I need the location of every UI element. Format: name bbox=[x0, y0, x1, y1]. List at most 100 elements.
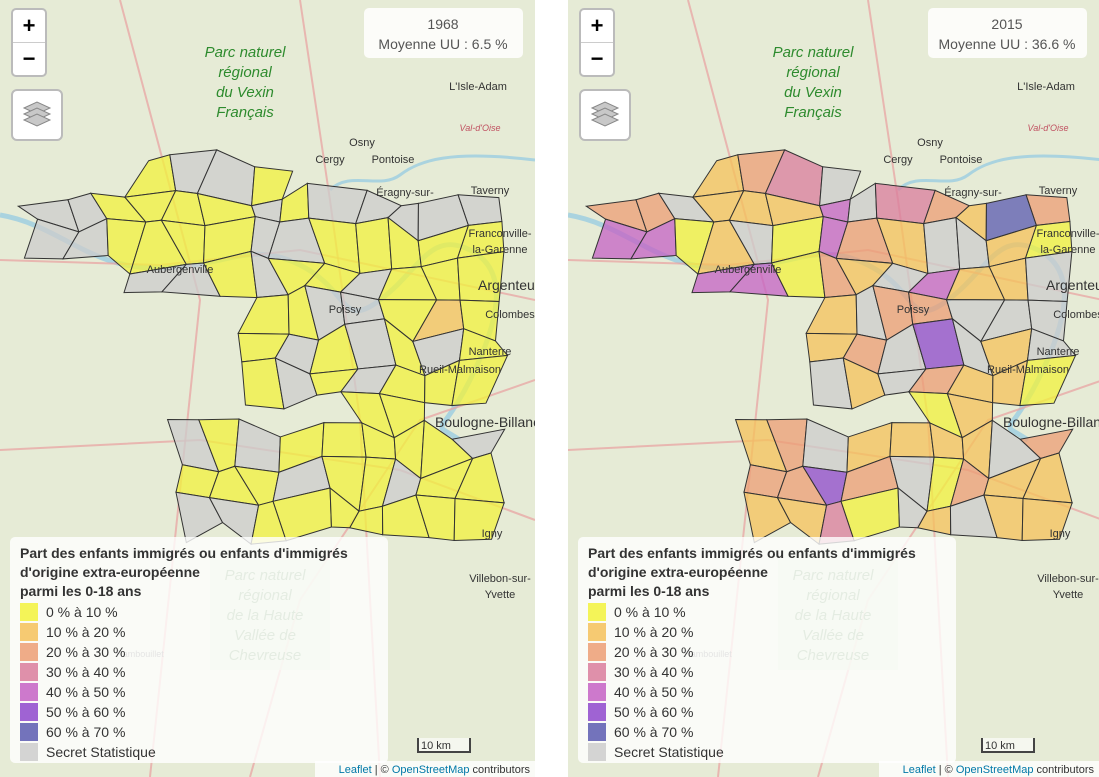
legend-swatch bbox=[588, 603, 606, 621]
place-label: Argenteuil bbox=[1046, 277, 1099, 293]
place-label: Franconville- bbox=[469, 228, 532, 240]
legend-label: 50 % à 60 % bbox=[614, 704, 693, 720]
place-label: Cergy bbox=[315, 154, 345, 166]
legend-swatch bbox=[20, 603, 38, 621]
legend-label: 0 % à 10 % bbox=[614, 604, 686, 620]
attribution: Leaflet | © OpenStreetMap contributors bbox=[903, 764, 1095, 776]
scale-label: 10 km bbox=[421, 740, 451, 752]
legend-label: 40 % à 50 % bbox=[46, 684, 125, 700]
place-label: du Vexin bbox=[784, 84, 842, 101]
map-panel: Parc naturel régional du Vexin Français L'Is… bbox=[568, 0, 1099, 777]
place-label: Rueil-Malmaison bbox=[987, 364, 1069, 376]
legend-swatch bbox=[20, 623, 38, 641]
commune bbox=[1021, 497, 1073, 542]
legend-title: d'origine extra-européenne bbox=[20, 564, 200, 580]
place-label: Pontoise bbox=[940, 154, 983, 166]
commune bbox=[889, 422, 935, 458]
legend-label: 30 % à 40 % bbox=[46, 664, 125, 680]
legend-label: 50 % à 60 % bbox=[46, 704, 125, 720]
zoom-out[interactable]: − bbox=[23, 46, 36, 71]
place-label: Osny bbox=[917, 137, 943, 149]
commune bbox=[923, 217, 961, 275]
place-label: Yvette bbox=[1053, 589, 1084, 601]
place-label: Aubergenville bbox=[147, 264, 214, 276]
commune bbox=[355, 217, 393, 275]
legend-box bbox=[10, 537, 388, 763]
place-label: Pontoise bbox=[372, 154, 415, 166]
legend-label: 0 % à 10 % bbox=[46, 604, 118, 620]
legend-label: 40 % à 50 % bbox=[614, 684, 693, 700]
legend-swatch bbox=[20, 743, 38, 761]
layers-icon bbox=[590, 113, 620, 127]
legend-swatch bbox=[588, 643, 606, 661]
legend-swatch bbox=[588, 663, 606, 681]
legend-label: 30 % à 40 % bbox=[614, 664, 693, 680]
commune bbox=[321, 422, 367, 458]
place-label: Val-d'Oise bbox=[460, 123, 501, 133]
map: Parc naturel régional du Vexin Français L'Is… bbox=[568, 0, 1099, 777]
map-panel: Parc naturel régional du Vexin Français L'Is… bbox=[0, 0, 535, 777]
place-label: L'Isle-Adam bbox=[449, 81, 507, 93]
attribution-part: contributors bbox=[1033, 764, 1094, 776]
legend-label: 20 % à 30 % bbox=[46, 644, 125, 660]
legend-title: parmi les 0-18 ans bbox=[20, 583, 142, 599]
legend-swatch bbox=[20, 723, 38, 741]
place-label: Poissy bbox=[329, 304, 362, 316]
place-label: Français bbox=[784, 104, 842, 121]
layers-icon bbox=[22, 113, 52, 127]
attribution: Leaflet | © OpenStreetMap contributors bbox=[339, 764, 531, 776]
river bbox=[328, 154, 535, 192]
place-label: Taverny bbox=[471, 185, 510, 197]
attribution-box bbox=[879, 761, 1099, 777]
legend-label: 60 % à 70 % bbox=[46, 724, 125, 740]
legend-swatch bbox=[20, 663, 38, 681]
place-label: Nanterre bbox=[1037, 346, 1080, 358]
place-label: Igny bbox=[1050, 528, 1071, 540]
attribution-part[interactable]: Leaflet bbox=[339, 764, 372, 776]
legend-label: 20 % à 30 % bbox=[614, 644, 693, 660]
legend-title: Part des enfants immigrés ou enfants d'i… bbox=[20, 545, 348, 561]
zoom-in[interactable]: + bbox=[591, 13, 604, 38]
place-label: Colombes bbox=[1053, 309, 1099, 321]
legend-swatch bbox=[588, 743, 606, 761]
place-label: Poissy bbox=[897, 304, 930, 316]
place-label: Boulogne-Billancourt bbox=[1003, 414, 1099, 430]
zoom-out[interactable]: − bbox=[591, 46, 604, 71]
legend-title: Part des enfants immigrés ou enfants d'i… bbox=[588, 545, 916, 561]
info-subtitle: Moyenne UU : 36.6 % bbox=[939, 36, 1076, 52]
legend-swatch bbox=[20, 683, 38, 701]
legend-swatch bbox=[588, 683, 606, 701]
commune bbox=[451, 354, 509, 407]
place-label: Taverny bbox=[1039, 185, 1078, 197]
map: Parc naturel régional du Vexin Français L'Is… bbox=[0, 0, 535, 777]
place-label: Villebon-sur- bbox=[469, 573, 531, 585]
commune bbox=[453, 497, 505, 542]
info-title: 1968 bbox=[427, 16, 458, 32]
attribution-part[interactable]: Leaflet bbox=[903, 764, 936, 776]
legend-label: Secret Statistique bbox=[46, 744, 156, 760]
place-label: Val-d'Oise bbox=[1028, 123, 1069, 133]
zoom-in[interactable]: + bbox=[23, 13, 36, 38]
place-label: la-Garenne bbox=[472, 244, 527, 256]
info-box bbox=[364, 8, 523, 58]
legend-label: 10 % à 20 % bbox=[46, 624, 125, 640]
attribution-part[interactable]: OpenStreetMap bbox=[956, 764, 1034, 776]
legend-swatch bbox=[20, 703, 38, 721]
place-label: la-Garenne bbox=[1040, 244, 1095, 256]
attribution-box bbox=[315, 761, 535, 777]
place-label: Osny bbox=[349, 137, 375, 149]
scale-label: 10 km bbox=[985, 740, 1015, 752]
legend-box bbox=[578, 537, 956, 763]
legend-title: parmi les 0-18 ans bbox=[588, 583, 710, 599]
place-label: régional bbox=[786, 64, 840, 81]
river bbox=[896, 154, 1099, 192]
place-label: Boulogne-Billancourt bbox=[435, 414, 535, 430]
place-label: Franconville- bbox=[1037, 228, 1099, 240]
attribution-part[interactable]: OpenStreetMap bbox=[392, 764, 470, 776]
place-label: Rueil-Malmaison bbox=[419, 364, 501, 376]
scale-bar bbox=[981, 738, 1035, 753]
info-subtitle: Moyenne UU : 6.5 % bbox=[378, 36, 507, 52]
legend-label: 10 % à 20 % bbox=[614, 624, 693, 640]
place-label: Cergy bbox=[883, 154, 913, 166]
